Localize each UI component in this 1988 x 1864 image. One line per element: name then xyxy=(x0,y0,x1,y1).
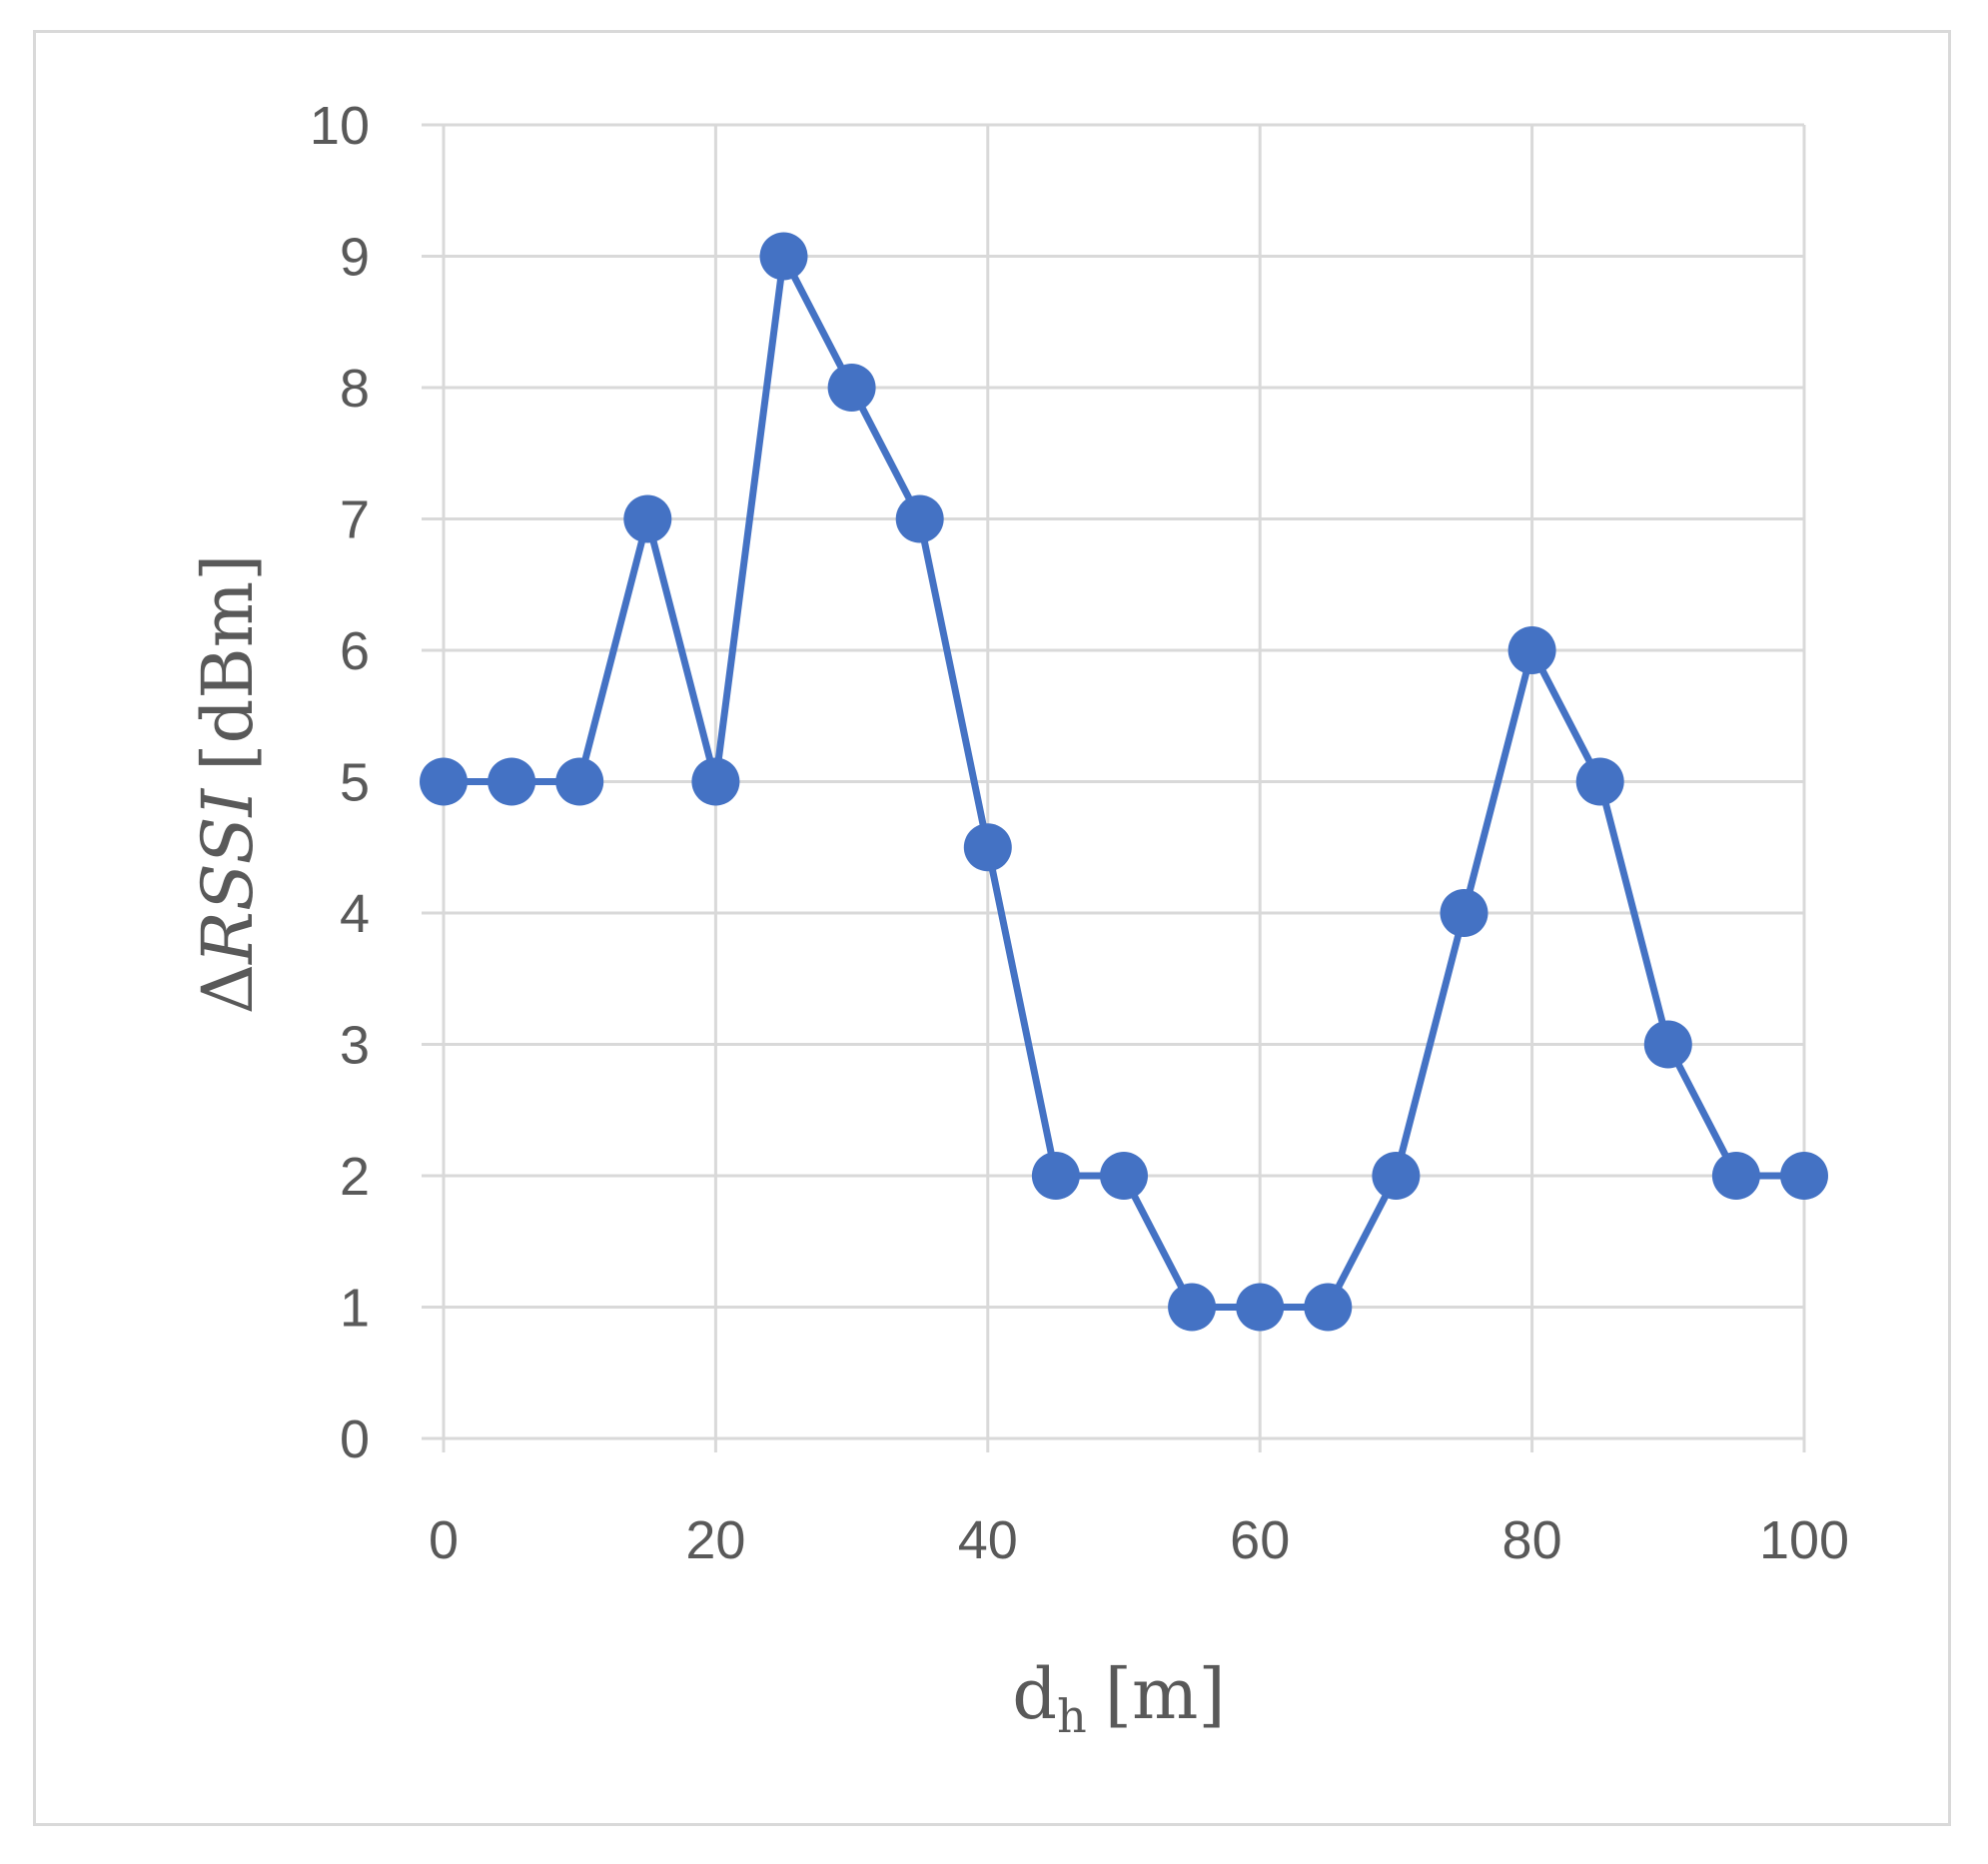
data-point-0-11 xyxy=(1168,1283,1217,1332)
gridlines xyxy=(422,123,1806,1452)
x-tick-labels: 0 20 40 60 80 100 xyxy=(429,1510,1849,1570)
x-axis-title: dh [m] xyxy=(1012,1653,1225,1743)
y-tick-label-10: 10 xyxy=(310,96,370,156)
y-tick-label-9: 9 xyxy=(340,228,370,288)
data-point-0-9 xyxy=(1031,1152,1080,1200)
y-tick-label-4: 4 xyxy=(340,884,370,944)
data-point-0-16 xyxy=(1507,626,1556,674)
x-tick-label-4: 80 xyxy=(1502,1510,1562,1570)
data-point-0-13 xyxy=(1304,1283,1353,1332)
data-point-0-18 xyxy=(1643,1020,1692,1069)
data-point-0-14 xyxy=(1372,1152,1421,1200)
data-point-0-8 xyxy=(963,823,1012,872)
data-point-0-6 xyxy=(827,364,876,412)
data-point-0-1 xyxy=(488,757,536,806)
y-tick-label-3: 3 xyxy=(340,1016,370,1076)
data-point-0-19 xyxy=(1711,1152,1760,1200)
x-axis-unit: [m] xyxy=(1105,1653,1226,1735)
data-point-0-5 xyxy=(759,232,808,281)
data-point-0-20 xyxy=(1780,1152,1828,1200)
y-tick-label-1: 1 xyxy=(340,1279,370,1339)
x-axis-subscript: h xyxy=(1057,1689,1087,1743)
x-tick-label-0: 0 xyxy=(429,1510,459,1570)
data-point-0-3 xyxy=(623,494,672,543)
y-tick-label-7: 7 xyxy=(340,490,370,550)
x-axis-variable: d xyxy=(1012,1653,1057,1735)
y-tick-label-5: 5 xyxy=(340,753,370,813)
y-axis-title: ΔRSSI [dBm] xyxy=(187,554,269,1015)
y-axis-variable: RSSI xyxy=(187,787,269,965)
y-tick-label-2: 2 xyxy=(340,1147,370,1207)
data-point-0-15 xyxy=(1440,889,1489,937)
y-tick-label-6: 6 xyxy=(340,621,370,681)
y-tick-label-8: 8 xyxy=(340,359,370,419)
x-tick-label-5: 100 xyxy=(1759,1510,1849,1570)
data-point-0-2 xyxy=(555,757,604,806)
x-tick-label-1: 20 xyxy=(685,1510,745,1570)
data-point-0-7 xyxy=(895,494,944,543)
y-axis-unit: [dBm] xyxy=(187,554,269,771)
data-point-0-0 xyxy=(420,757,468,806)
y-tick-labels: 0 1 2 3 4 5 6 7 8 9 10 xyxy=(310,96,370,1469)
x-tick-label-3: 60 xyxy=(1230,1510,1290,1570)
data-point-0-17 xyxy=(1575,757,1624,806)
x-tick-label-2: 40 xyxy=(958,1510,1018,1570)
data-point-0-12 xyxy=(1236,1283,1285,1332)
y-axis-delta: Δ xyxy=(187,964,269,1015)
y-tick-label-0: 0 xyxy=(340,1409,370,1469)
series-group xyxy=(420,232,1828,1332)
chart-frame xyxy=(33,30,1951,1826)
data-point-0-4 xyxy=(691,757,740,806)
data-point-0-10 xyxy=(1100,1152,1148,1200)
